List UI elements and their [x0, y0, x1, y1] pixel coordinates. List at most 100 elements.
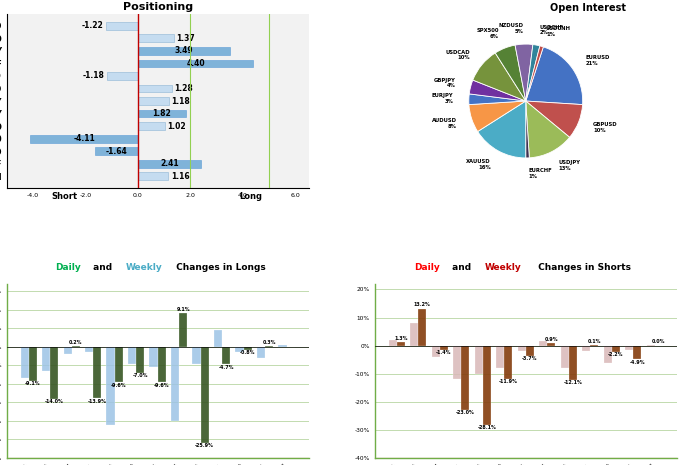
Wedge shape: [526, 46, 543, 101]
Bar: [138, 160, 201, 168]
Text: Open Interest: Open Interest: [550, 3, 626, 13]
Text: and: and: [90, 263, 115, 272]
Bar: [138, 173, 169, 180]
Text: and: and: [449, 263, 474, 272]
Text: USDCNH
1%: USDCNH 1%: [546, 26, 571, 37]
Text: -14.0%: -14.0%: [45, 399, 64, 404]
Wedge shape: [526, 101, 583, 137]
Wedge shape: [515, 44, 533, 101]
Wedge shape: [477, 101, 526, 158]
Text: 0.0%: 0.0%: [652, 339, 666, 345]
Bar: [93, 347, 101, 399]
Bar: [106, 22, 138, 30]
Text: Daily: Daily: [55, 263, 81, 272]
Bar: [453, 345, 461, 379]
Bar: [128, 347, 136, 364]
Text: XAUUSD
16%: XAUUSD 16%: [466, 159, 491, 170]
Text: NZDUSD
5%: NZDUSD 5%: [498, 23, 524, 34]
Bar: [107, 347, 115, 425]
Bar: [179, 313, 187, 347]
Text: USDCAD
10%: USDCAD 10%: [445, 49, 470, 60]
Text: Changes in Longs: Changes in Longs: [173, 263, 265, 272]
Bar: [475, 345, 483, 374]
Bar: [138, 60, 254, 67]
Bar: [547, 343, 556, 345]
Bar: [432, 345, 440, 357]
Text: -4.7%: -4.7%: [218, 365, 234, 370]
Text: -28.1%: -28.1%: [477, 425, 496, 430]
Bar: [138, 34, 174, 42]
Text: SPX500
6%: SPX500 6%: [477, 28, 499, 39]
Bar: [214, 330, 222, 347]
Text: 2.41: 2.41: [160, 159, 179, 168]
Text: 1.3%: 1.3%: [394, 336, 407, 341]
Text: Weekly: Weekly: [485, 263, 522, 272]
Bar: [136, 347, 144, 373]
Bar: [30, 135, 138, 143]
Wedge shape: [526, 101, 529, 158]
Text: -11.9%: -11.9%: [499, 379, 518, 384]
Text: -1.22: -1.22: [82, 21, 103, 30]
Text: EURJPY
3%: EURJPY 3%: [432, 93, 454, 104]
Text: 3.49: 3.49: [175, 46, 193, 55]
Text: -9.1%: -9.1%: [25, 381, 41, 386]
Bar: [265, 346, 273, 347]
Bar: [150, 347, 158, 367]
Bar: [20, 347, 29, 379]
Wedge shape: [469, 94, 526, 105]
Bar: [201, 347, 209, 443]
Bar: [526, 345, 534, 356]
Text: Changes in Shorts: Changes in Shorts: [534, 263, 631, 272]
Bar: [50, 347, 58, 399]
Bar: [29, 347, 37, 380]
Text: -9.6%: -9.6%: [154, 383, 169, 388]
Text: 1.28: 1.28: [174, 84, 193, 93]
Bar: [71, 346, 80, 347]
Text: -0.8%: -0.8%: [240, 350, 256, 355]
Text: -3.7%: -3.7%: [522, 356, 538, 361]
Text: GBPUSD
10%: GBPUSD 10%: [593, 122, 617, 133]
Title: Positioning: Positioning: [122, 2, 192, 12]
Text: 4.40: 4.40: [186, 59, 205, 68]
Bar: [604, 345, 612, 363]
Text: USDCHF
2%: USDCHF 2%: [539, 25, 564, 35]
Text: -13.9%: -13.9%: [88, 399, 107, 404]
Text: 1.37: 1.37: [177, 34, 195, 43]
Bar: [461, 345, 469, 410]
Bar: [568, 345, 577, 379]
Bar: [539, 341, 547, 345]
Bar: [612, 345, 620, 352]
Bar: [560, 345, 568, 368]
Bar: [138, 97, 169, 105]
Bar: [138, 85, 171, 93]
Text: Short: Short: [52, 192, 78, 201]
Text: GBPJPY
4%: GBPJPY 4%: [434, 78, 456, 88]
Bar: [243, 347, 252, 350]
Text: 1.02: 1.02: [167, 122, 186, 131]
Wedge shape: [469, 101, 526, 132]
Bar: [222, 347, 231, 364]
Bar: [158, 347, 166, 382]
Wedge shape: [526, 47, 583, 105]
Bar: [63, 347, 71, 354]
Bar: [257, 347, 265, 358]
Wedge shape: [495, 45, 526, 101]
Text: 1.18: 1.18: [171, 97, 190, 106]
Bar: [171, 347, 179, 421]
Bar: [582, 345, 590, 351]
Text: -12.1%: -12.1%: [564, 380, 582, 385]
Text: -1.64: -1.64: [105, 146, 127, 156]
Bar: [85, 347, 93, 352]
Bar: [496, 345, 505, 368]
Wedge shape: [526, 101, 570, 158]
Text: -1.18: -1.18: [82, 72, 105, 80]
Text: 0.2%: 0.2%: [69, 340, 82, 345]
Text: -7.0%: -7.0%: [133, 373, 148, 378]
Text: EURUSD
21%: EURUSD 21%: [585, 55, 610, 66]
Text: -4.11: -4.11: [73, 134, 95, 143]
Bar: [107, 72, 138, 80]
Bar: [115, 347, 123, 382]
Bar: [192, 347, 201, 364]
Text: 0.1%: 0.1%: [588, 339, 601, 344]
Bar: [517, 345, 526, 351]
